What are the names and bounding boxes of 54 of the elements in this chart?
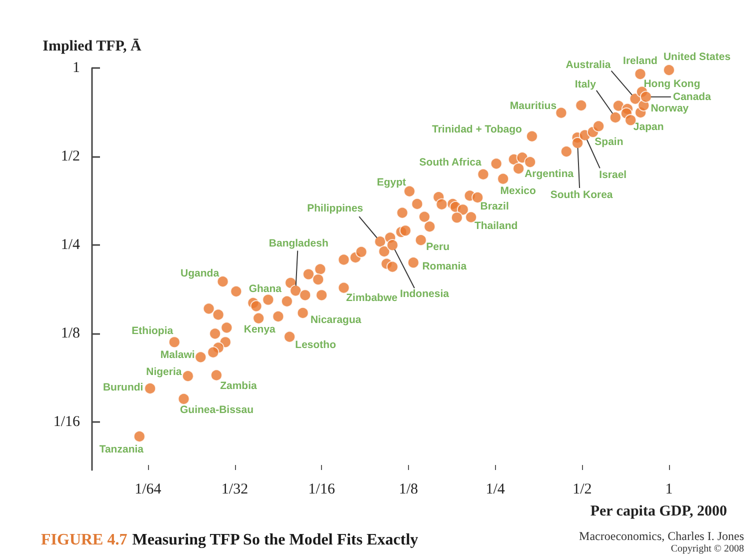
x-tick-label: 1/2 — [572, 482, 592, 498]
annotation: South Korea — [550, 188, 613, 201]
x-tick-label: 1/32 — [221, 482, 248, 498]
annotation: Nigeria — [146, 366, 182, 378]
y-axis-title: Implied TFP, Ā — [42, 38, 142, 54]
annotation: South Africa — [419, 156, 482, 169]
annotation: United States — [663, 51, 731, 64]
annotation: Spain — [594, 136, 624, 148]
annotation: Ghana — [248, 282, 282, 295]
text: Copyright © 2008 — [670, 544, 744, 554]
annotation: Zambia — [220, 380, 257, 392]
x-tick-label: 1 — [665, 482, 673, 498]
annotation: Peru — [426, 241, 450, 254]
text: Macroeconomics, Charles I. Jones — [579, 529, 744, 543]
annotation: Zimbabwe — [346, 292, 398, 304]
annotation: Canada — [672, 90, 712, 103]
x-tick-label: 1/64 — [134, 482, 162, 498]
x-tick-label: 1/8 — [398, 482, 418, 498]
x-axis-title: Per capita GDP, 2000 — [590, 504, 727, 520]
annotation: Brazil — [480, 200, 509, 212]
annotation: Argentina — [524, 168, 574, 180]
annotation: Burundi — [102, 381, 144, 394]
annotation: Mauritius — [510, 100, 557, 112]
annotation: Romania — [422, 260, 467, 273]
annotation: Guinea-Bissau — [180, 404, 254, 416]
y-tick-label: 1/8 — [60, 326, 80, 342]
y-tick-label: 1 — [72, 60, 80, 76]
y-tick-label: 1/2 — [60, 148, 80, 165]
y-tick-label: 1/4 — [60, 237, 80, 254]
annotation: Mexico — [500, 184, 536, 197]
x-tick-label: 1/16 — [308, 482, 336, 498]
annotation: Philippines — [307, 202, 364, 215]
annotation: Egypt — [376, 176, 407, 188]
annotation: Japan — [633, 121, 664, 134]
annotation: Ireland — [623, 55, 658, 68]
text: FIGURE 4.7 Measuring TFP So the Model Fits Exactly — [41, 532, 418, 548]
annotation: Norway — [650, 102, 689, 114]
annotation: Malawi — [160, 349, 195, 362]
annotation: Israel — [599, 169, 627, 182]
annotation: Thailand — [474, 220, 518, 232]
x-tick-label: 1/4 — [486, 482, 506, 498]
annotation: Kenya — [244, 323, 276, 336]
annotation: Tanzania — [99, 443, 144, 456]
annotation: Hong Kong — [644, 78, 700, 90]
annotation: Lesotho — [295, 338, 336, 351]
annotation: Trinidad + Tobago — [432, 123, 522, 136]
annotation: Italy — [574, 78, 596, 90]
annotation: Australia — [566, 58, 611, 71]
annotation: Indonesia — [400, 288, 450, 300]
y-tick-label: 1/16 — [53, 414, 80, 430]
annotation: Bangladesh — [268, 238, 328, 250]
annotation: Uganda — [180, 268, 220, 280]
annotation: Nicaragua — [310, 314, 362, 326]
annotation: Ethiopia — [132, 325, 174, 338]
